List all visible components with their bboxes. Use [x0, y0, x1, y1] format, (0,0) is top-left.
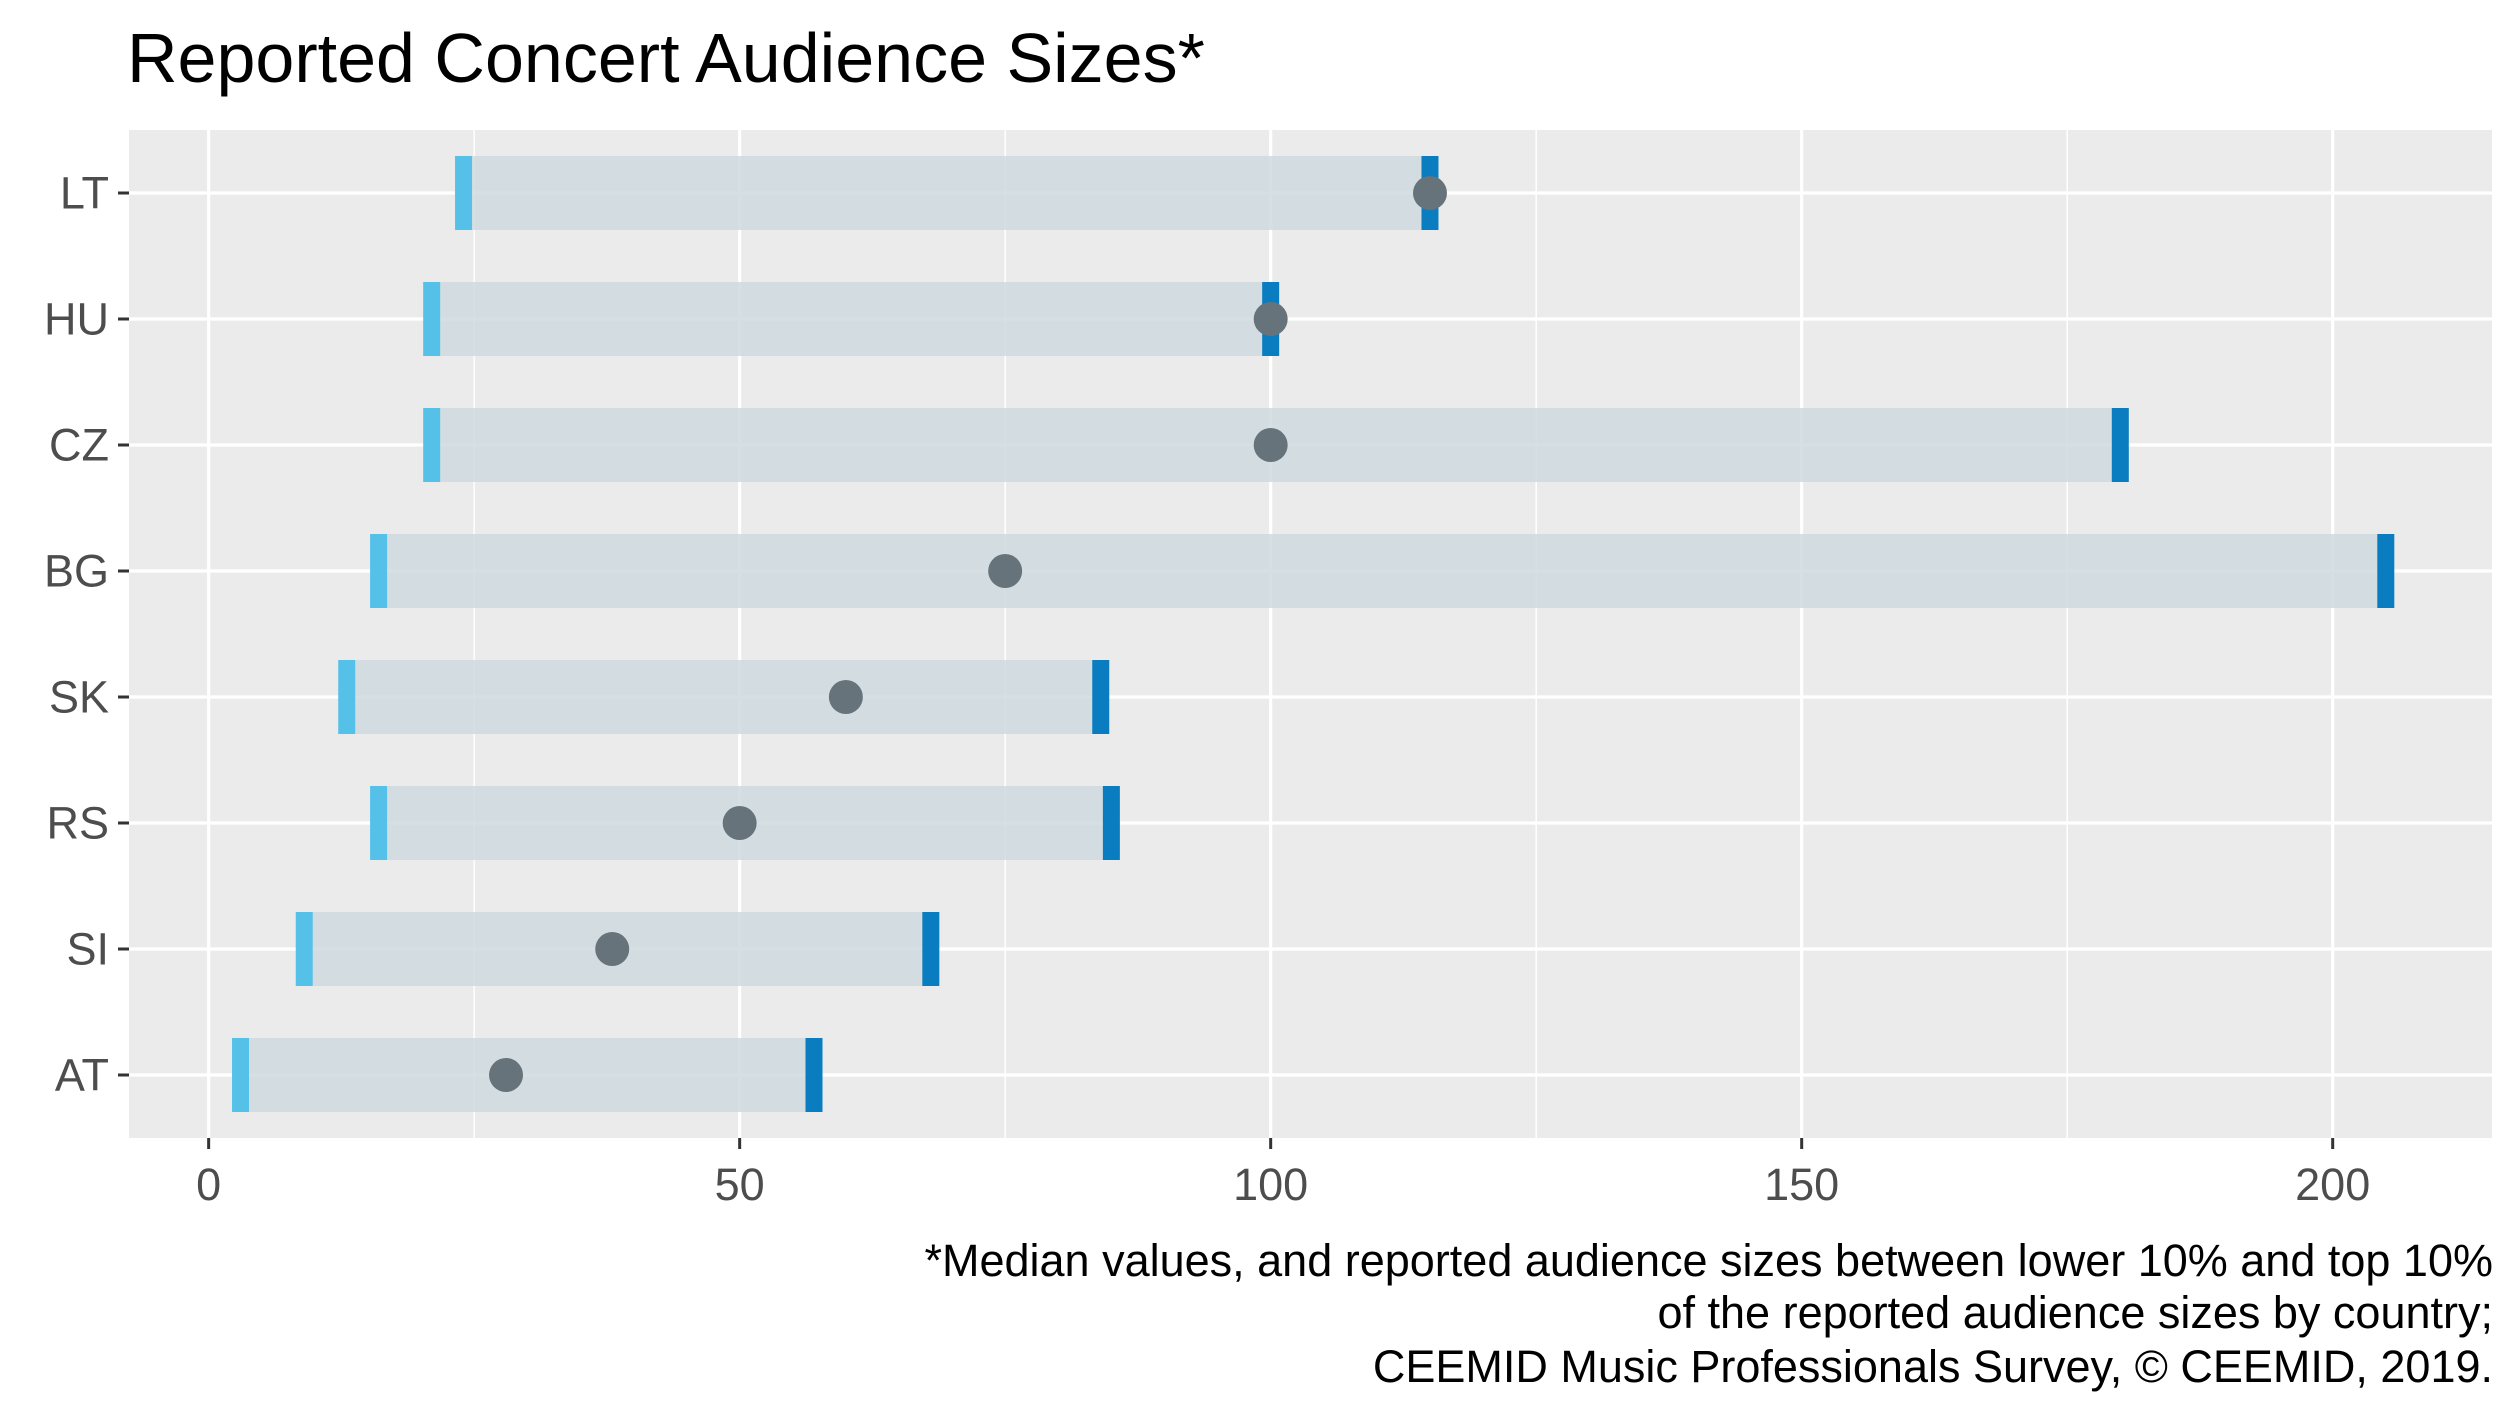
lower-10pct-marker-cz — [423, 408, 441, 482]
lower-10pct-marker-lt — [455, 156, 473, 230]
top-10pct-marker-sk — [1092, 660, 1110, 734]
plot-panel — [129, 130, 2492, 1138]
range-bar-lt — [463, 156, 1430, 230]
top-10pct-marker-rs — [1102, 786, 1120, 860]
x-axis: 0 50 100 150 200 — [196, 1138, 2370, 1210]
top-10pct-marker-cz — [2111, 408, 2129, 482]
x-tick-label: 0 — [196, 1159, 221, 1210]
range-bar-hu — [431, 282, 1271, 356]
lower-10pct-marker-hu — [423, 282, 441, 356]
y-tick-label-rs: RS — [46, 798, 109, 849]
caption-line-1: *Median values, and reported audience si… — [924, 1235, 2493, 1286]
x-tick-label: 200 — [2295, 1159, 2370, 1210]
median-point-bg — [988, 554, 1023, 588]
y-tick-label-sk: SK — [49, 672, 109, 723]
median-point-at — [489, 1058, 524, 1092]
y-axis: LT HU CZ BG SK RS SI AT — [44, 168, 129, 1101]
range-bar-sk — [346, 660, 1101, 734]
x-tick-label: 100 — [1233, 1159, 1308, 1210]
x-tick-label: 150 — [1764, 1159, 1839, 1210]
lower-10pct-marker-bg — [370, 534, 388, 608]
median-point-rs — [722, 806, 757, 840]
lower-10pct-marker-si — [295, 912, 313, 986]
range-bar-bg — [378, 534, 2386, 608]
y-tick-label-cz: CZ — [49, 420, 109, 471]
median-point-sk — [828, 680, 863, 714]
y-tick-label-si: SI — [66, 924, 109, 975]
median-points — [489, 176, 1447, 1092]
y-tick-label-hu: HU — [44, 294, 109, 345]
lower-10pct-marker-sk — [338, 660, 356, 734]
y-tick-label-at: AT — [55, 1050, 109, 1101]
median-point-si — [595, 932, 630, 966]
top-10pct-marker-bg — [2377, 534, 2395, 608]
caption-line-2: of the reported audience sizes by countr… — [1657, 1287, 2494, 1338]
x-tick-label: 50 — [715, 1159, 765, 1210]
chart-title: Reported Concert Audience Sizes* — [127, 19, 1205, 97]
median-point-hu — [1253, 302, 1288, 336]
lower-10pct-marker-at — [232, 1038, 250, 1112]
top-10pct-marker-si — [922, 912, 940, 986]
y-tick-label-bg: BG — [44, 546, 109, 597]
median-point-lt — [1412, 176, 1447, 210]
range-bar-at — [240, 1038, 815, 1112]
lower-10pct-marker-rs — [370, 786, 388, 860]
range-bars — [232, 156, 2395, 1112]
top-10pct-marker-at — [805, 1038, 823, 1112]
y-tick-label-lt: LT — [60, 168, 109, 219]
median-point-cz — [1253, 428, 1288, 462]
caption-line-3: CEEMID Music Professionals Survey, © CEE… — [1372, 1341, 2493, 1392]
